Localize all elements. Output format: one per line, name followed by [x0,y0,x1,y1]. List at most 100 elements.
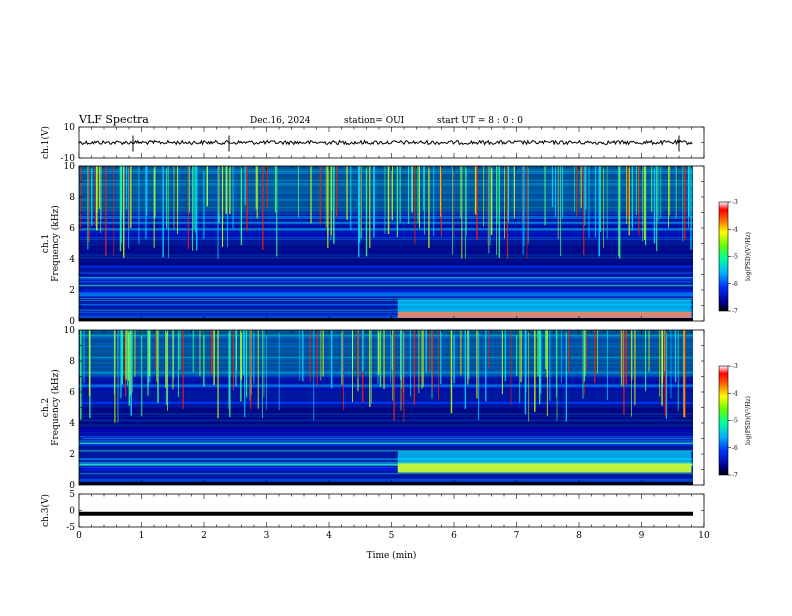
spectral-band [79,194,693,196]
spectral-band [79,300,693,302]
spectral-band [79,309,693,311]
spectral-band [79,375,693,378]
y-tick-label: 0 [69,507,75,517]
x-tick-label: 9 [639,531,645,541]
x-tick-label: 7 [514,531,520,541]
spectral-band [79,275,693,276]
colorbar-label: log(PSD)(V²/Hz) [745,232,752,281]
spectral-band [79,168,693,171]
x-tick-label: 3 [264,531,270,541]
spectral-band [79,265,693,268]
spectral-band [79,439,693,442]
spectral-band [79,356,693,359]
spectral-band [79,179,693,181]
spectral-band [79,450,693,452]
y-axis-label: ch.1(V) [40,126,51,159]
spectral-band [79,407,693,430]
spectral-band [79,362,693,364]
y-tick-label: 2 [69,450,75,460]
colorbar-tick-label: -7 [732,472,738,479]
x-tick-label: 6 [451,531,457,541]
spectral-band [79,216,693,218]
spectral-band [79,284,693,287]
y-axis-label: ch.3(V) [40,494,51,527]
spectral-band [79,293,693,295]
spectral-band [79,190,693,192]
x-tick-label: 5 [389,531,395,541]
spectral-band [79,385,693,387]
colorbar-tick-label: -3 [732,363,738,370]
y-tick-label: 4 [69,255,75,265]
spectral-band [79,442,693,444]
spectral-band [79,313,693,316]
spectral-band [79,188,693,190]
spectral-band [79,363,693,366]
spectral-band [79,373,693,375]
y-tick-label: 10 [64,123,76,133]
y-tick-label: 6 [69,388,75,398]
spectral-band [79,482,693,485]
spectral-band [79,190,693,193]
spectral-band [79,316,693,319]
spectral-band [79,358,693,361]
spectral-band [79,315,693,317]
spectral-band [79,229,693,231]
spectral-band [79,334,693,337]
spectral-band [79,172,693,175]
plot-frame [78,493,705,528]
spectral-band [79,345,693,347]
spectral-band [79,384,693,386]
y-tick-label: 10 [64,162,76,172]
spectral-band [79,473,693,475]
upper-band-haze [79,330,693,377]
spectral-band [79,207,693,208]
spectral-band [79,290,693,293]
spectral-band [79,221,693,224]
spectral-band [79,197,693,200]
spectral-band [79,437,693,440]
spectral-band [79,458,693,461]
spectral-band [79,355,693,357]
y-tick-label: 6 [69,224,75,234]
ch1-waveform-panel: 10 -10 ch.1(V) [40,123,705,164]
colorbar-tick-label: -4 [732,390,738,397]
spectral-band [79,469,693,471]
y-tick-label: 8 [69,357,75,367]
spectral-band [79,213,693,215]
spectral-band [79,272,693,274]
spectral-band [79,243,693,266]
spectral-band [79,467,693,469]
x-tick-label: 0 [76,531,82,541]
y-axis-label: ch.1Frequency (kHz) [41,205,61,282]
colorbar-tick-label: -4 [732,226,738,233]
colorbar-axis: -3 -4 -5 -6 -7 log(PSD)(V²/Hz) [728,363,752,479]
colorbar-label: log(PSD)(V²/Hz) [745,396,752,445]
spectral-band [79,337,693,339]
spectral-band [79,294,693,297]
spectral-band [79,468,693,470]
spectral-band [79,311,693,314]
spectral-band [79,216,693,219]
upper-band-haze [79,166,693,213]
spectral-band [79,303,693,306]
ch2-spectrogram-panel: 0 2 4 6 8 10 ch.2Frequency (kHz) [41,326,705,491]
spectral-band [79,174,693,177]
spectral-band [79,340,693,343]
spectral-band [79,371,693,374]
colorbar-ch2 [718,365,729,476]
spectral-band [79,403,693,405]
spectral-band [79,464,693,466]
spectral-band [79,304,693,306]
y-tick-label: 10 [64,326,76,336]
spectral-band [79,228,693,230]
spectrogram-image [79,166,704,321]
spectral-band [79,185,693,187]
spectral-band [79,283,693,285]
start-time-label: start UT = 8 : 0 : 0 [437,116,523,126]
spectral-band [79,346,693,348]
y-axis-label: ch.2Frequency (kHz) [41,369,61,446]
spectral-band [79,281,693,283]
x-axis-label: Time (min) [367,550,417,561]
y-tick-label: 0 [69,481,75,491]
